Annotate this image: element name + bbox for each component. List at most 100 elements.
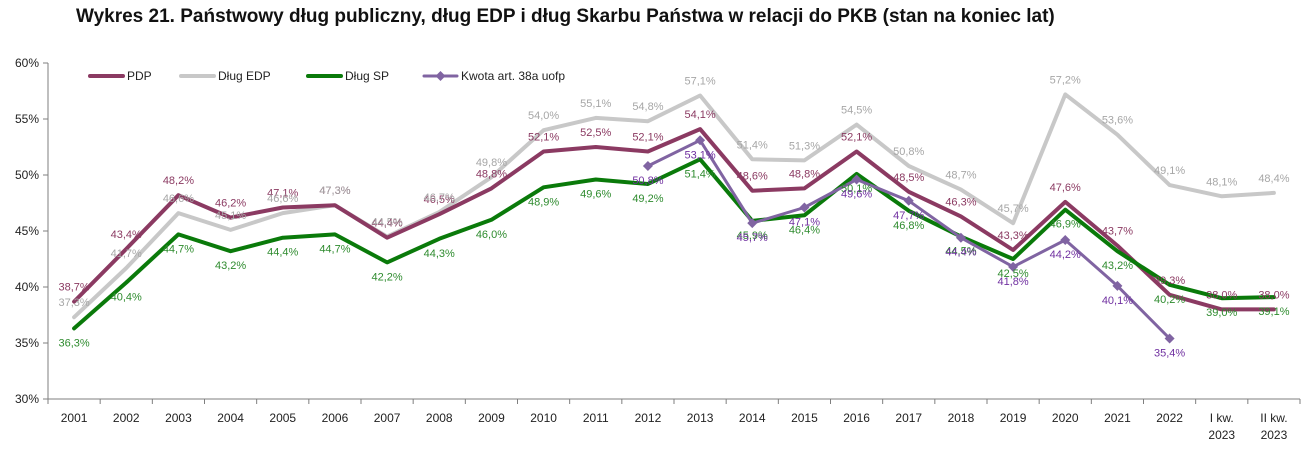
data-label: 47,1% — [267, 187, 298, 199]
data-label: 38,0% — [1258, 289, 1289, 301]
data-label: 53,1% — [684, 149, 715, 161]
data-label: 54,0% — [528, 110, 559, 122]
data-point-marker — [1112, 280, 1123, 291]
legend-label: PDP — [127, 69, 152, 83]
data-label: 44,5% — [371, 217, 402, 229]
series-line-pdp — [72, 127, 1276, 312]
series-markers — [642, 135, 1175, 344]
data-label: 38,0% — [1206, 289, 1237, 301]
data-label: 46,2% — [215, 198, 246, 210]
y-tick-label: 45% — [15, 224, 39, 238]
y-tick-label: 55% — [15, 112, 39, 126]
legend-label: Kwota art. 38a uofp — [461, 69, 565, 83]
x-tick-label: 2012 — [635, 411, 662, 425]
data-label: 41,7% — [111, 248, 142, 260]
data-label: 52,5% — [580, 127, 611, 139]
data-point-marker — [903, 195, 914, 206]
data-label: 51,4% — [684, 168, 715, 180]
data-label: 44,5% — [945, 246, 976, 258]
y-tick-label: 50% — [15, 168, 39, 182]
data-label: 43,7% — [1102, 226, 1133, 238]
x-tick-label: I kw. — [1210, 411, 1234, 425]
data-label: 46,6% — [163, 193, 194, 205]
data-label: 44,4% — [267, 247, 298, 259]
data-point-marker — [747, 218, 758, 229]
x-tick-label: 2005 — [269, 411, 296, 425]
data-label: 44,7% — [319, 243, 350, 255]
data-label: 48,1% — [1206, 176, 1237, 188]
data-label: 57,1% — [684, 75, 715, 87]
data-label: 40,2% — [1154, 294, 1185, 306]
data-label: 39,0% — [1206, 307, 1237, 319]
x-tick-label: 2015 — [791, 411, 818, 425]
data-label: 45,7% — [737, 232, 768, 244]
data-label: 41,8% — [997, 276, 1028, 288]
data-label: 46,6% — [267, 193, 298, 205]
data-label: 42,5% — [997, 268, 1028, 280]
data-label: 46,9% — [1050, 219, 1081, 231]
data-label: 52,1% — [528, 131, 559, 143]
data-label: 43,2% — [215, 260, 246, 272]
x-tick-label: 2021 — [1104, 411, 1131, 425]
data-label: 49,6% — [580, 188, 611, 200]
data-label: 51,3% — [789, 140, 820, 152]
x-tick-label: 2001 — [61, 411, 88, 425]
data-label: 49,6% — [841, 188, 872, 200]
x-tick-label: 2008 — [426, 411, 453, 425]
data-label: 53,6% — [1102, 115, 1133, 127]
data-label: 47,3% — [319, 185, 350, 197]
x-tick-label: 2011 — [583, 411, 609, 425]
x-tick-label: 2009 — [478, 411, 505, 425]
data-label: 43,4% — [111, 229, 142, 241]
data-label: 39,1% — [1258, 306, 1289, 318]
data-label: 43,3% — [997, 230, 1028, 242]
y-tick-label: 30% — [15, 392, 39, 406]
data-label: 47,7% — [893, 210, 924, 222]
data-point-marker — [1008, 261, 1019, 272]
data-label: 47,6% — [1050, 182, 1081, 194]
y-tick-label: 40% — [15, 280, 39, 294]
legend-label: Dług EDP — [218, 69, 271, 83]
data-label: 36,3% — [58, 337, 89, 349]
data-label: 40,4% — [111, 292, 142, 304]
data-point-marker — [1164, 333, 1175, 344]
data-label: 47,1% — [789, 216, 820, 228]
data-label: 48,7% — [945, 170, 976, 182]
data-label: 48,5% — [893, 172, 924, 184]
data-label: 42,2% — [371, 271, 402, 283]
x-tick-label: 2010 — [530, 411, 557, 425]
data-label: 46,5% — [424, 194, 455, 206]
data-label: 39,3% — [1154, 275, 1185, 287]
x-tick-label: 2004 — [217, 411, 244, 425]
data-label: 48,9% — [528, 196, 559, 208]
x-tick-label: 2022 — [1156, 411, 1183, 425]
data-label: 48,8% — [789, 168, 820, 180]
data-label: 51,4% — [737, 139, 768, 151]
y-tick-label: 35% — [15, 336, 39, 350]
data-label: 46,3% — [945, 196, 976, 208]
data-label: 50,8% — [893, 146, 924, 158]
series-lines — [72, 92, 1276, 340]
x-tick-label: 2023 — [1261, 428, 1288, 442]
x-tick-label: 2023 — [1208, 428, 1235, 442]
x-tick-label: 2019 — [1000, 411, 1027, 425]
data-label: 50,1% — [841, 183, 872, 195]
data-point-marker — [1060, 234, 1071, 245]
x-tick-label: 2006 — [322, 411, 349, 425]
data-label: 52,1% — [632, 131, 663, 143]
data-point-marker — [799, 202, 810, 213]
data-label: 47,3% — [319, 185, 350, 197]
data-label: 48,6% — [737, 171, 768, 183]
data-label: 54,1% — [684, 109, 715, 121]
x-tick-label: II kw. — [1260, 411, 1287, 425]
data-label: 54,5% — [841, 105, 872, 117]
data-label: 44,7% — [163, 243, 194, 255]
data-point-marker — [642, 161, 653, 172]
data-label: 45,9% — [737, 230, 768, 242]
data-label: 46,4% — [789, 224, 820, 236]
x-tick-label: 2013 — [687, 411, 714, 425]
data-label: 49,8% — [476, 157, 507, 169]
series-line-d-ug-edp — [72, 92, 1276, 320]
x-tick-label: 2014 — [739, 411, 766, 425]
